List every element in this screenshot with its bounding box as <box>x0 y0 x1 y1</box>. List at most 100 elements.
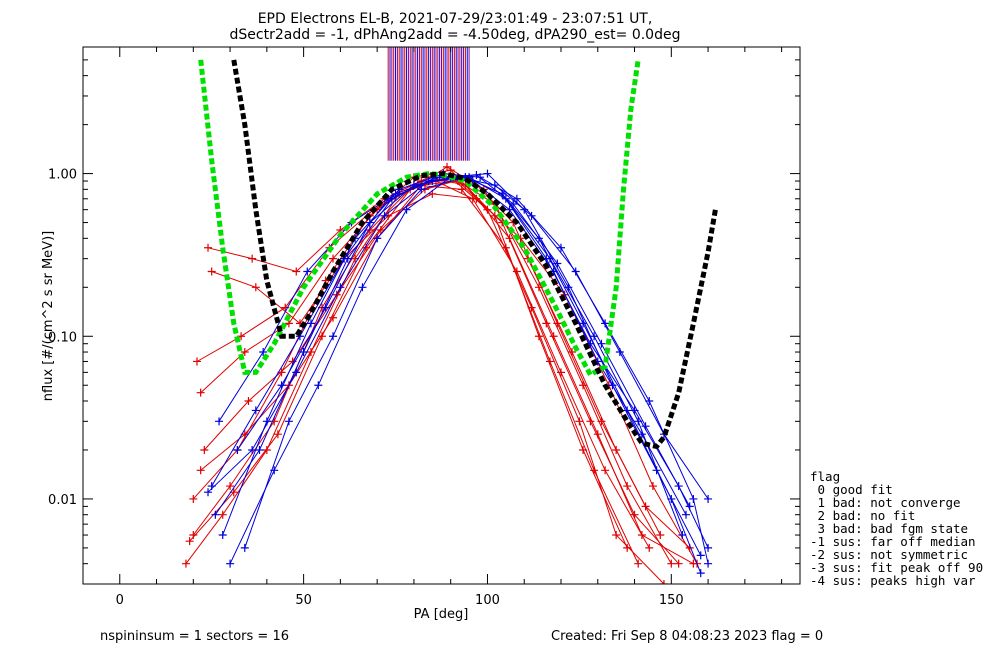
series-line <box>222 173 709 564</box>
series-red-9 <box>207 189 702 568</box>
data-point <box>667 494 676 503</box>
data-point <box>472 194 481 203</box>
data-point <box>303 267 312 276</box>
data-point <box>634 417 643 426</box>
data-point <box>218 510 227 519</box>
data-point <box>601 466 610 475</box>
data-point <box>696 569 705 578</box>
data-point <box>612 531 621 540</box>
series-red-4 <box>204 173 698 568</box>
axis-ticks-group: 0 50 100 150 0.01 0.10 1.00 <box>48 46 800 608</box>
x-tick-label: 100 <box>475 593 500 608</box>
data-point <box>704 543 713 552</box>
data-point <box>545 357 554 366</box>
data-point <box>512 267 521 276</box>
data-point <box>634 559 643 568</box>
series-line <box>207 176 709 549</box>
data-point <box>248 445 257 454</box>
data-point <box>373 234 382 243</box>
data-point <box>204 488 213 497</box>
chart-title-line2: dSectr2add = -1, dPhAng2add = -4.50deg, … <box>230 27 681 43</box>
chart-title-line1: EPD Electrons EL-B, 2021-07-29/23:01:49 … <box>258 11 653 27</box>
data-point <box>284 417 293 426</box>
legend-entry: -2 sus: not symmetric <box>810 547 968 562</box>
data-point <box>656 531 665 540</box>
data-point <box>240 348 249 357</box>
legend-entry: 1 bad: not converge <box>810 495 961 510</box>
x-tick-label: 150 <box>659 593 684 608</box>
series-red-5 <box>181 177 654 568</box>
data-point <box>579 319 588 328</box>
series-line <box>192 176 665 584</box>
data-point <box>682 510 691 519</box>
data-point <box>204 243 213 252</box>
data-point <box>659 580 668 584</box>
plot-frame <box>82 46 801 585</box>
data-point <box>251 283 260 292</box>
legend-entry: 2 bad: no fit <box>810 508 915 523</box>
data-point <box>623 482 632 491</box>
data-point <box>215 417 224 426</box>
data-point <box>597 339 606 348</box>
data-point <box>329 313 338 322</box>
data-point <box>207 267 216 276</box>
series-line <box>203 176 691 549</box>
data-point <box>498 189 507 198</box>
data-point <box>329 254 338 263</box>
series-line <box>244 176 702 574</box>
data-point <box>318 332 326 341</box>
legend-entry: 0 good fit <box>810 482 893 497</box>
data-point <box>336 283 345 292</box>
data-point <box>615 348 624 357</box>
data-point <box>685 502 694 511</box>
series-line <box>200 180 672 564</box>
x-tick-label: 0 <box>116 593 124 608</box>
data-point <box>704 559 713 568</box>
series-blue-11 <box>204 173 713 552</box>
data-point <box>244 396 253 405</box>
data-point <box>641 422 650 431</box>
series-blue-15 <box>233 173 713 503</box>
data-point <box>553 259 562 268</box>
data-point <box>409 181 418 190</box>
legend-entry: 3 bad: bad fgm state <box>810 521 968 536</box>
x-axis-label: PA [deg] <box>414 607 469 622</box>
data-point <box>181 559 190 568</box>
data-point <box>240 543 249 552</box>
series-blue-18 <box>215 171 694 511</box>
data-point <box>306 319 315 328</box>
series-blue-13 <box>218 169 713 568</box>
data-point <box>192 357 201 366</box>
data-point <box>273 430 282 439</box>
data-point <box>211 510 220 519</box>
data-point <box>251 406 260 415</box>
data-point <box>509 200 518 209</box>
data-point <box>314 381 323 390</box>
data-point <box>365 226 374 235</box>
data-point <box>557 243 565 252</box>
footer-left: nspininsum = 1 sectors = 16 <box>100 629 289 644</box>
series-red-10 <box>196 177 676 568</box>
data-point <box>667 559 676 568</box>
data-point <box>380 211 389 220</box>
data-point <box>689 494 698 503</box>
data-point <box>490 181 499 190</box>
data-point <box>593 430 602 439</box>
data-point <box>248 254 257 263</box>
data-point <box>365 218 374 227</box>
data-point <box>608 381 617 390</box>
data-point <box>189 494 198 503</box>
data-point <box>568 348 577 357</box>
data-point <box>196 466 205 475</box>
data-point <box>549 332 558 341</box>
data-point <box>443 162 452 171</box>
data-point <box>678 531 687 540</box>
data-point <box>648 482 657 491</box>
series-red-1 <box>189 173 668 584</box>
data-point <box>645 543 654 552</box>
data-point <box>185 537 194 546</box>
data-point <box>292 368 301 377</box>
legend-entry: -1 sus: far off median <box>810 534 976 549</box>
legend: flag 0 good fit 1 bad: not converge 2 ba… <box>810 469 983 588</box>
